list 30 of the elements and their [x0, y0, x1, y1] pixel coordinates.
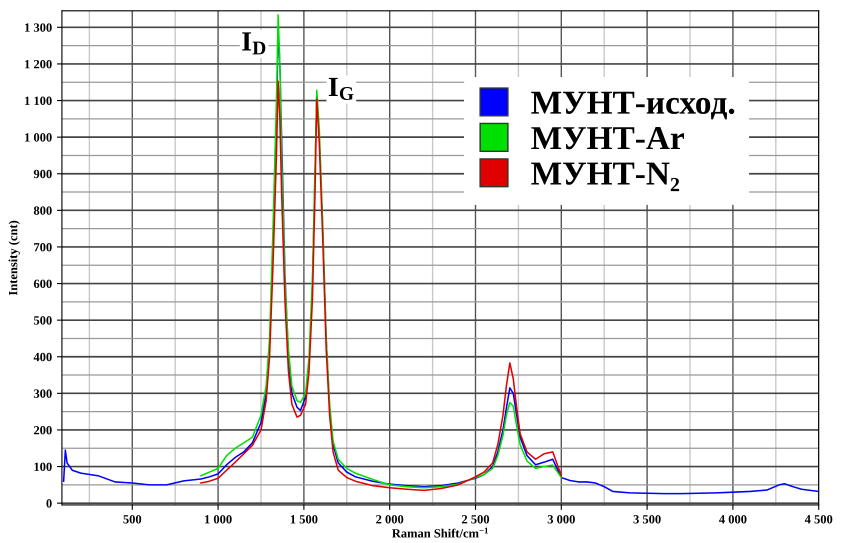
y-axis-title: Intensity (cnt) [8, 220, 20, 296]
annotation: I$_{G}$ [328, 78, 354, 100]
x-tick-label: 4 500 [804, 515, 832, 524]
x-tick-label: 3 500 [634, 515, 661, 524]
y-tick-label: 600 [34, 280, 52, 288]
legend-label: МУНТ-Ar [531, 127, 684, 150]
y-tick-label: 900 [34, 170, 52, 178]
x-tick-label: 3 000 [548, 515, 575, 524]
x-tick-label: 1 500 [290, 515, 318, 524]
y-tick-label: 100 [34, 462, 52, 472]
x-tick-label: 2 000 [376, 515, 404, 524]
y-tick-label: 700 [34, 242, 52, 252]
y-tick-label: 400 [34, 352, 52, 362]
y-tick-label: 0 [46, 499, 52, 508]
legend-label: МУНТ-N₂ [531, 162, 680, 192]
x-tick-label: 500 [123, 515, 142, 524]
x-axis-title: Raman Shift/cm$^{−1}$ [392, 528, 488, 538]
x-tick-label: 2 500 [462, 515, 490, 524]
annotation: I$_{D}$ [242, 32, 266, 54]
y-tick-label: 1 200 [25, 60, 52, 68]
y-tick-label: 500 [34, 316, 52, 325]
x-tick-label: 4 000 [719, 515, 746, 524]
y-tick-label: 800 [34, 206, 52, 215]
y-tick-label: 1 300 [25, 23, 52, 32]
y-tick-label: 200 [34, 426, 52, 434]
x-tick-label: 1 000 [205, 515, 232, 524]
y-tick-label: 1 100 [25, 96, 52, 105]
legend-label: МУНТ-исход. [531, 92, 734, 120]
y-tick-label: 300 [34, 389, 52, 398]
y-tick-label: 1 000 [25, 133, 52, 142]
